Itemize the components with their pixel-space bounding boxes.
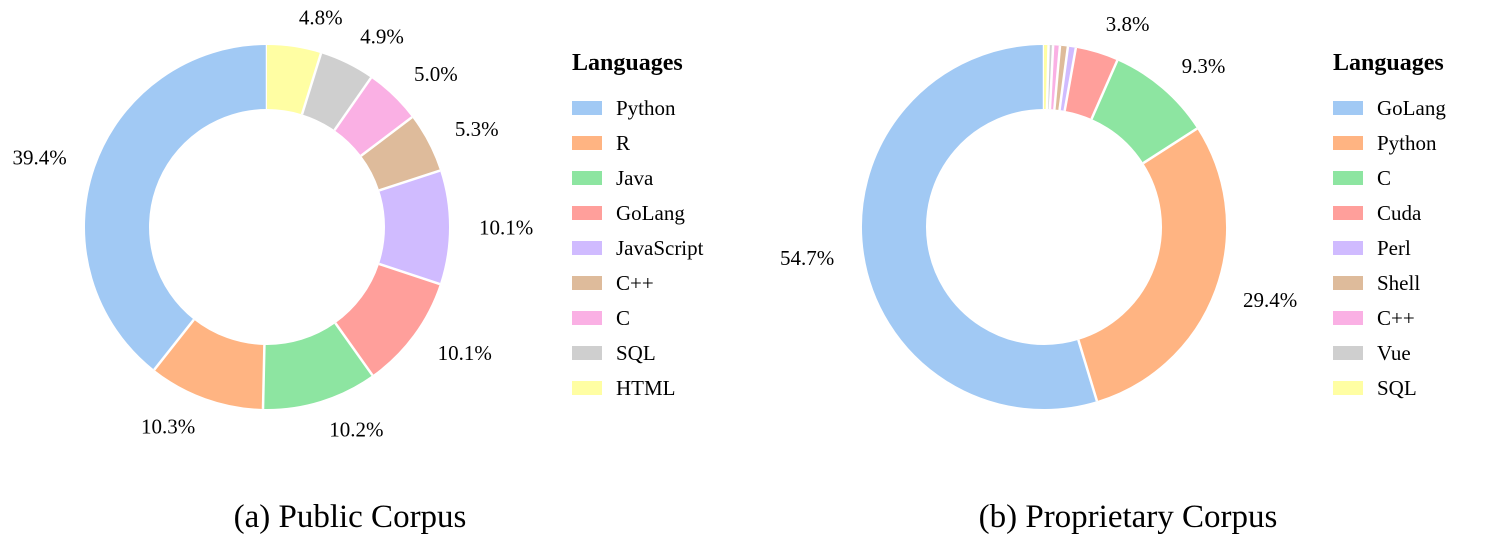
public-slice-separator	[333, 76, 373, 131]
proprietary-legend-label-python: Python	[1377, 131, 1437, 155]
chart-public-corpus: 39.4% 10.3% 10.2% 10.1% 10.1% 5.3% 5.0% 4.9% 4.8…	[12, 5, 703, 535]
public-slice-separator	[300, 52, 323, 115]
proprietary-legend-label-perl: Perl	[1377, 236, 1411, 260]
public-slice-sql	[301, 53, 372, 131]
proprietary-slice-separator	[1058, 46, 1070, 111]
proprietary-slice-golang	[862, 45, 1097, 409]
public-legend-swatch-python	[572, 101, 602, 115]
proprietary-legend-swatch-golang	[1333, 101, 1363, 115]
proprietary-legend-label-shell: Shell	[1377, 271, 1420, 295]
public-pct-label-javascript: 10.1%	[479, 215, 533, 239]
public-pct-label-python: 39.4%	[12, 145, 66, 169]
public-pct-label-r: 10.3%	[141, 414, 195, 438]
public-legend-label-python: Python	[616, 96, 676, 120]
proprietary-legend-swatch-vue	[1333, 346, 1363, 360]
proprietary-legend-label-vue: Vue	[1377, 341, 1411, 365]
public-legend-swatch-sql	[572, 346, 602, 360]
public-pct-label-c: 5.0%	[414, 62, 458, 86]
public-slice-r	[154, 319, 266, 409]
public-legend-title: Languages	[572, 50, 683, 76]
proprietary-legend-swatch-python	[1333, 136, 1363, 150]
public-slice-separator	[153, 318, 195, 371]
proprietary-slice-separator	[1048, 45, 1055, 110]
proprietary-legend-swatch-shell	[1333, 276, 1363, 290]
public-slice-java	[263, 322, 373, 409]
public-legend-label-cplusplus: C++	[616, 271, 654, 295]
public-slice-html	[266, 45, 322, 115]
public-slice-separator	[261, 344, 266, 409]
proprietary-legend-label-cuda: Cuda	[1377, 201, 1422, 225]
proprietary-pct-label-c: 9.3%	[1182, 54, 1226, 78]
public-caption: (a) Public Corpus	[234, 499, 467, 535]
public-pct-label-sql: 4.9%	[360, 25, 404, 49]
chart-proprietary-corpus: 54.7% 29.4% 9.3% 3.8% Languages GoLang Python C…	[780, 12, 1446, 535]
proprietary-pct-label-cuda: 3.8%	[1106, 12, 1150, 36]
proprietary-slice-separator	[1063, 47, 1078, 112]
proprietary-legend-swatch-sql	[1333, 381, 1363, 395]
public-slice-c	[333, 77, 413, 157]
public-legend-label-java: Java	[616, 166, 654, 190]
proprietary-legend-label-golang: GoLang	[1377, 96, 1446, 120]
public-legend-label-html: HTML	[616, 376, 676, 400]
public-slice-separator	[378, 169, 441, 192]
proprietary-slice-cuda	[1063, 47, 1118, 120]
public-slice-separator	[378, 262, 441, 286]
public-legend-swatch-html	[572, 381, 602, 395]
public-pct-label-java: 10.2%	[329, 418, 383, 442]
proprietary-legend-swatch-cplusplus	[1333, 311, 1363, 325]
public-slice-cplusplus	[360, 117, 441, 192]
public-slice-separator	[360, 116, 413, 157]
proprietary-legend-label-cplusplus: C++	[1377, 306, 1415, 330]
public-legend-swatch-golang	[572, 206, 602, 220]
proprietary-slice-python	[1077, 128, 1226, 402]
proprietary-slice-separator	[1142, 127, 1198, 165]
public-legend-swatch-r	[572, 136, 602, 150]
public-legend-swatch-java	[572, 171, 602, 185]
public-legend-label-golang: GoLang	[616, 201, 685, 225]
proprietary-pct-label-golang: 54.7%	[780, 246, 834, 270]
proprietary-pct-label-python: 29.4%	[1243, 288, 1297, 312]
proprietary-legend-title: Languages	[1333, 50, 1444, 76]
proprietary-slice-separator	[1077, 339, 1099, 402]
public-legend-label-c: C	[616, 306, 630, 330]
public-legend-swatch-c	[572, 311, 602, 325]
public-pct-label-golang: 10.1%	[438, 341, 492, 365]
public-slice-python	[85, 45, 268, 370]
public-slice-golang	[334, 263, 440, 376]
proprietary-legend-swatch-cuda	[1333, 206, 1363, 220]
proprietary-slice-c	[1090, 60, 1198, 164]
public-pct-label-html: 4.8%	[299, 5, 343, 29]
public-pct-label-cplusplus: 5.3%	[455, 117, 499, 141]
proprietary-legend-swatch-perl	[1333, 241, 1363, 255]
public-slice-separator	[334, 322, 374, 377]
proprietary-slice-separator	[1090, 59, 1119, 120]
public-legend-swatch-javascript	[572, 241, 602, 255]
public-legend-label-sql: SQL	[616, 341, 656, 365]
proprietary-slice-separator	[1053, 45, 1062, 110]
public-slice-javascript	[378, 170, 449, 284]
public-legend-swatch-cplusplus	[572, 276, 602, 290]
proprietary-caption: (b) Proprietary Corpus	[979, 499, 1278, 535]
proprietary-slice-separator	[1045, 45, 1050, 110]
proprietary-legend-label-c: C	[1377, 166, 1391, 190]
proprietary-legend-label-sql: SQL	[1377, 376, 1417, 400]
proprietary-legend-swatch-c	[1333, 171, 1363, 185]
public-legend-label-javascript: JavaScript	[616, 236, 704, 260]
public-legend-label-r: R	[616, 131, 630, 155]
